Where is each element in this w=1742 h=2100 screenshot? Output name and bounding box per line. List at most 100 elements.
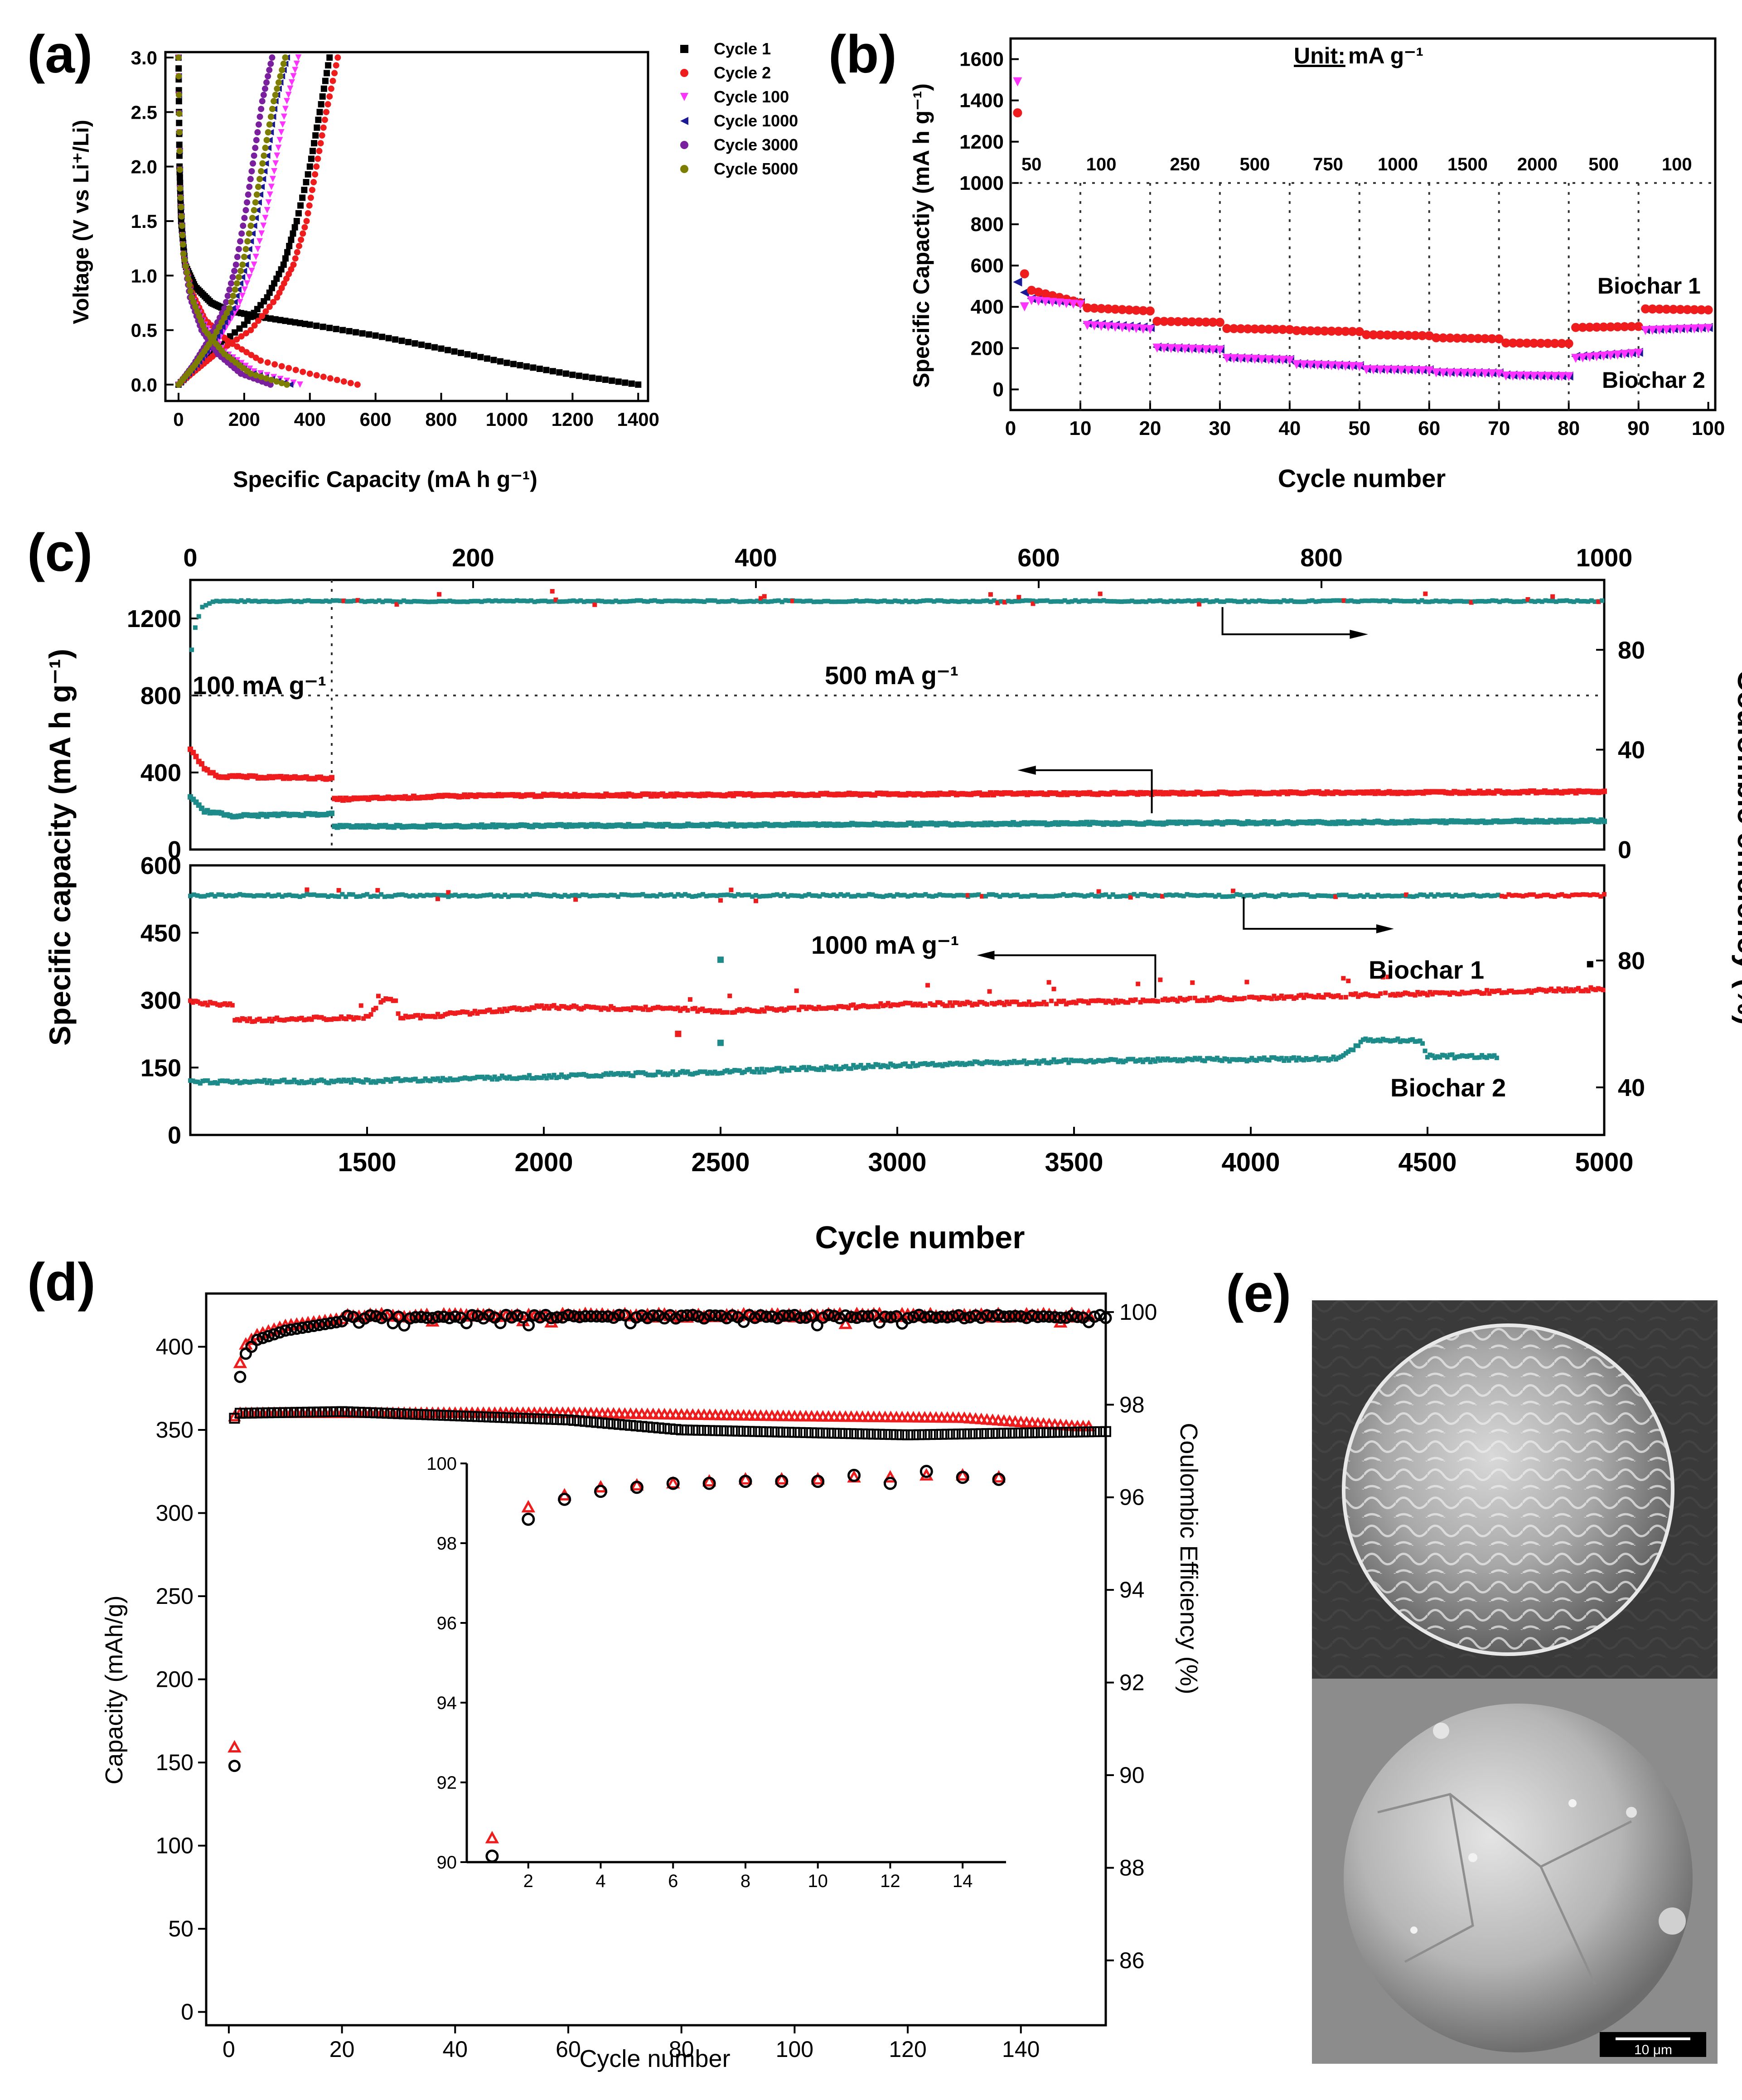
data-point [534, 892, 539, 897]
data-point [472, 1411, 484, 1422]
data-point [1395, 991, 1400, 996]
data-point [187, 288, 194, 294]
data-point [384, 599, 389, 603]
data-point [466, 1411, 478, 1422]
data-point [203, 1078, 208, 1083]
data-point [1494, 599, 1499, 603]
data-point [1046, 980, 1051, 985]
data-point [1126, 1000, 1131, 1005]
x-top-tick-label: 800 [1300, 543, 1342, 572]
data-point [320, 599, 325, 604]
data-point [1467, 990, 1472, 995]
data-point [958, 1002, 963, 1007]
data-point [315, 155, 321, 162]
data-point [215, 1081, 220, 1086]
data-point [1452, 333, 1462, 343]
data-point [1009, 999, 1014, 1004]
data-point [1634, 322, 1643, 331]
data-point [458, 349, 465, 356]
data-point [890, 1002, 895, 1007]
data-point [589, 599, 594, 604]
data-point [1601, 988, 1606, 993]
data-point [396, 1011, 401, 1016]
data-point [401, 1016, 406, 1021]
data-point [1309, 994, 1314, 999]
data-point [235, 286, 242, 293]
data-point [1529, 599, 1534, 603]
data-point [1002, 1060, 1007, 1065]
data-point [1375, 893, 1380, 898]
data-point [920, 1003, 925, 1008]
data-point [427, 1409, 438, 1420]
data-point [1257, 355, 1267, 364]
data-point [635, 381, 642, 388]
data-point [1435, 1054, 1440, 1059]
data-point [587, 893, 592, 898]
data-point [944, 893, 949, 898]
data-point [581, 1005, 586, 1010]
data-point [576, 1006, 581, 1011]
data-point [958, 1411, 971, 1423]
x-tick-label-d: 40 [442, 2037, 468, 2062]
data-point [1441, 599, 1446, 603]
data-point [1343, 1051, 1348, 1056]
data-point [1424, 331, 1434, 340]
data-point [990, 1060, 995, 1065]
data-point [1202, 998, 1207, 1003]
data-point [1091, 1060, 1096, 1065]
data-point [550, 589, 555, 594]
data-point [1118, 305, 1127, 314]
data-point [1158, 977, 1163, 982]
data-point [1019, 1060, 1024, 1065]
data-point [262, 215, 269, 222]
data-point [1510, 893, 1515, 898]
data-point [1380, 1037, 1385, 1042]
data-point [1573, 987, 1578, 992]
data-point [1052, 599, 1057, 604]
data-point [346, 1077, 351, 1082]
data-point [1114, 894, 1119, 899]
data-point [306, 321, 313, 328]
data-point [591, 1004, 596, 1009]
data-point [725, 1010, 730, 1015]
data-point [1125, 893, 1129, 898]
data-point [266, 121, 273, 128]
data-point [359, 1407, 370, 1418]
data-point [485, 1008, 490, 1013]
data-point [546, 599, 551, 604]
data-point [628, 599, 633, 603]
data-point [232, 261, 239, 268]
data-point [250, 1079, 255, 1084]
data-point [987, 892, 992, 897]
data-point [672, 894, 677, 899]
data-point [576, 372, 582, 379]
data-point [1171, 893, 1176, 898]
data-point [426, 599, 431, 604]
data-point [730, 1069, 735, 1074]
data-point [1180, 997, 1185, 1002]
data-point [705, 1071, 710, 1076]
data-point [571, 1003, 576, 1008]
data-point [240, 1080, 245, 1085]
chart-a: 0 200 400 600 800 1000 1200 14000.00.51.01.52.0… [69, 39, 798, 492]
data-point [249, 215, 256, 222]
data-point [331, 598, 336, 603]
data-point [252, 893, 256, 898]
data-point [214, 599, 219, 603]
data-point [1065, 1419, 1079, 1431]
data-point [782, 1067, 787, 1072]
data-point [195, 1079, 200, 1084]
data-point [523, 363, 530, 370]
data-point [1121, 999, 1126, 1004]
inset-y-tick-label: 100 [426, 1454, 457, 1474]
data-point [1414, 893, 1419, 898]
data-point [1602, 892, 1607, 897]
data-point [806, 1427, 817, 1439]
data-point [1359, 599, 1364, 603]
data-point [274, 85, 281, 92]
data-point [513, 893, 518, 898]
data-point [601, 893, 606, 898]
data-point [725, 1068, 730, 1073]
data-point [1259, 893, 1264, 898]
